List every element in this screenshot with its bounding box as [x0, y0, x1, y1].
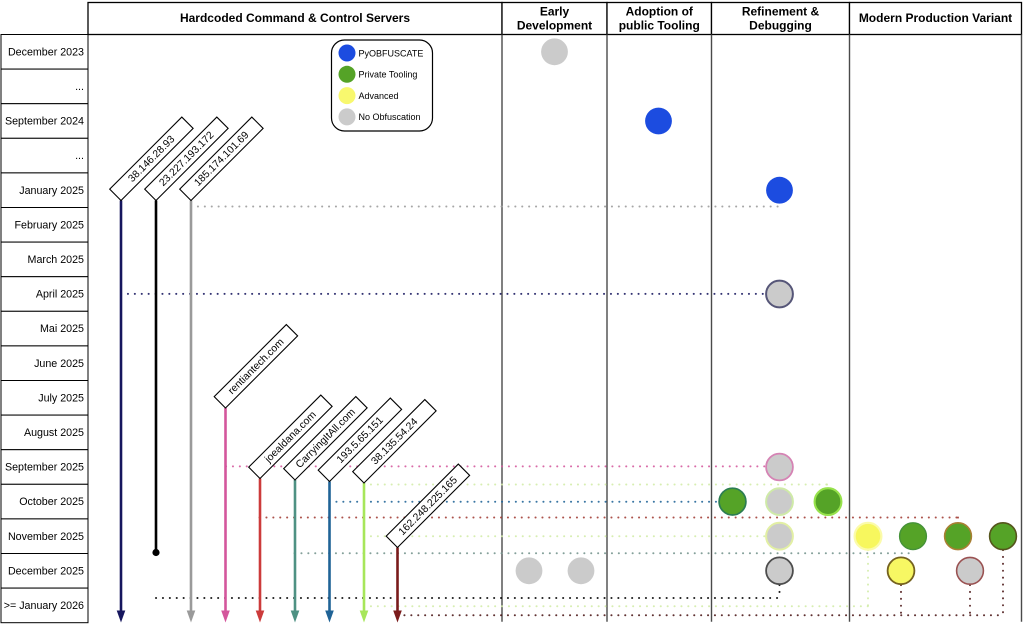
svg-text:July 2025: July 2025: [38, 392, 84, 404]
svg-text:November 2025: November 2025: [8, 531, 84, 543]
svg-text:...: ...: [75, 150, 84, 162]
svg-text:March 2025: March 2025: [28, 254, 84, 266]
svg-text:Adoption of: Adoption of: [626, 5, 694, 19]
svg-text:September 2025: September 2025: [5, 462, 84, 474]
svg-text:April 2025: April 2025: [36, 289, 84, 301]
svg-text:Debugging: Debugging: [749, 19, 812, 33]
svg-text:September 2024: September 2024: [5, 116, 84, 128]
svg-text:Development: Development: [517, 19, 592, 33]
svg-text:Modern Production Variant: Modern Production Variant: [859, 11, 1012, 25]
svg-text:Mai 2025: Mai 2025: [40, 323, 84, 335]
svg-text:Early: Early: [540, 5, 570, 19]
svg-text:August 2025: August 2025: [24, 427, 84, 439]
svg-text:No Obfuscation: No Obfuscation: [359, 112, 421, 122]
svg-text:public Tooling: public Tooling: [619, 19, 700, 33]
svg-text:December 2023: December 2023: [8, 46, 84, 58]
svg-text:Advanced: Advanced: [359, 91, 399, 101]
svg-text:Private Tooling: Private Tooling: [359, 70, 418, 80]
svg-text:...: ...: [75, 81, 84, 93]
svg-text:January 2025: January 2025: [19, 185, 84, 197]
svg-text:October 2025: October 2025: [19, 496, 84, 508]
svg-text:December 2025: December 2025: [8, 565, 84, 577]
svg-text:PyOBFUSCATE: PyOBFUSCATE: [359, 48, 424, 58]
svg-text:February 2025: February 2025: [14, 219, 84, 231]
svg-text:Hardcoded Command & Control Se: Hardcoded Command & Control Servers: [180, 11, 410, 25]
svg-text:>= January 2026: >= January 2026: [4, 600, 84, 612]
svg-text:June 2025: June 2025: [34, 358, 84, 370]
svg-text:Refinement &: Refinement &: [742, 5, 820, 19]
